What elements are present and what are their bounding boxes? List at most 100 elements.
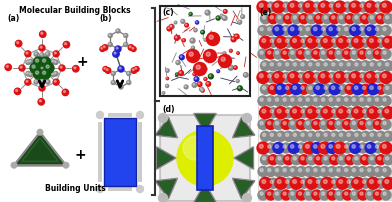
Circle shape [324,16,327,19]
Circle shape [298,75,301,78]
Circle shape [375,168,379,172]
Circle shape [368,155,378,165]
Circle shape [339,63,343,66]
Circle shape [330,131,340,141]
Polygon shape [158,180,175,196]
Circle shape [339,133,343,136]
Circle shape [272,72,284,83]
Circle shape [296,2,307,12]
Circle shape [324,133,327,136]
Circle shape [54,60,58,64]
Circle shape [343,143,352,153]
Circle shape [373,2,383,12]
Circle shape [352,36,364,48]
Circle shape [330,61,340,71]
Circle shape [296,143,307,153]
Circle shape [175,22,176,23]
Circle shape [266,73,276,82]
Circle shape [263,16,266,19]
Circle shape [373,25,383,36]
Circle shape [301,39,304,42]
Circle shape [296,25,307,36]
Circle shape [345,37,355,47]
Circle shape [101,47,103,49]
Circle shape [275,27,279,31]
Circle shape [296,49,307,59]
Circle shape [167,26,171,31]
Circle shape [322,61,332,71]
Circle shape [383,14,392,24]
Circle shape [347,39,350,42]
Circle shape [234,66,237,69]
Polygon shape [237,149,252,167]
Circle shape [283,51,286,54]
Circle shape [285,39,289,42]
Circle shape [179,71,183,76]
Circle shape [260,74,263,78]
Circle shape [352,121,356,125]
Circle shape [314,61,324,71]
Circle shape [373,73,383,82]
Circle shape [241,16,243,17]
Circle shape [29,60,31,62]
Circle shape [170,25,171,26]
Circle shape [283,121,286,125]
Circle shape [201,30,204,34]
Circle shape [216,16,220,20]
Circle shape [291,121,294,125]
Circle shape [270,63,273,66]
Circle shape [336,144,340,148]
Circle shape [385,63,389,66]
Circle shape [349,1,361,13]
Circle shape [373,49,383,59]
Circle shape [327,2,337,12]
Circle shape [96,185,103,193]
Circle shape [260,168,263,172]
Circle shape [378,157,381,160]
Circle shape [332,157,335,160]
Circle shape [358,190,368,200]
Circle shape [343,73,352,82]
Circle shape [378,86,381,89]
Circle shape [275,98,279,101]
Bar [98,122,102,182]
Circle shape [237,52,239,54]
Circle shape [334,1,346,13]
Circle shape [352,168,356,172]
Circle shape [332,180,335,183]
Circle shape [350,120,360,129]
Circle shape [44,63,54,73]
Circle shape [260,177,272,189]
Circle shape [275,145,279,148]
Circle shape [40,57,51,67]
Circle shape [321,107,333,119]
Circle shape [381,166,391,177]
Bar [108,187,132,191]
Circle shape [345,178,355,188]
Circle shape [312,2,322,12]
Circle shape [131,46,136,52]
Circle shape [360,75,363,78]
Circle shape [262,39,266,42]
Circle shape [314,14,324,24]
Circle shape [306,51,309,54]
Circle shape [368,121,371,125]
Circle shape [329,168,332,172]
Circle shape [311,25,322,36]
Circle shape [352,107,364,119]
Circle shape [329,192,332,195]
Circle shape [275,107,287,119]
Circle shape [245,74,246,75]
Circle shape [281,49,291,59]
Circle shape [366,120,376,129]
Circle shape [263,133,266,136]
Circle shape [319,49,330,59]
Circle shape [176,73,178,76]
Circle shape [298,27,301,31]
Circle shape [276,14,286,24]
Circle shape [322,131,332,141]
Circle shape [363,39,366,42]
Circle shape [165,84,169,87]
Circle shape [298,51,301,54]
Circle shape [350,142,361,154]
